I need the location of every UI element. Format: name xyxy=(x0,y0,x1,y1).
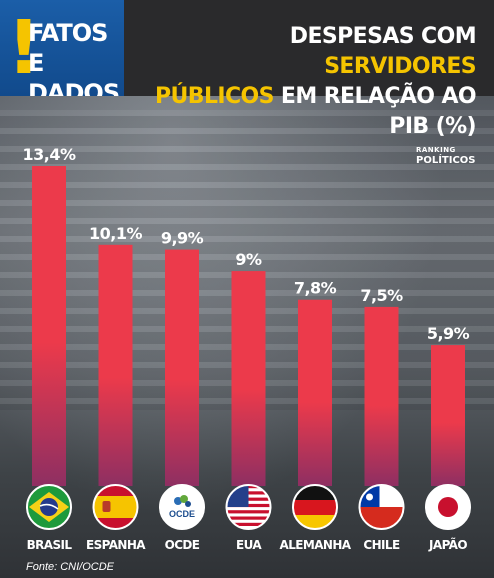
usa-flag-icon xyxy=(225,484,272,530)
category-label: OCDE xyxy=(165,538,200,552)
japan-flag-icon xyxy=(425,484,471,530)
value-label: 7,5% xyxy=(360,286,403,305)
ranking-politicos-logo: RANKING POLÍTICOS xyxy=(416,146,476,176)
spain-flag-icon xyxy=(92,484,139,530)
brand-box: ! FATOS E DADOS xyxy=(0,0,124,96)
title-highlight-1: SERVIDORES xyxy=(324,54,476,79)
source-note: Fonte: CNI/OCDE xyxy=(26,561,115,573)
germany-flag-icon xyxy=(292,484,338,530)
bar-ocde xyxy=(165,249,199,486)
bar-eua xyxy=(231,271,266,486)
brazil-flag-icon xyxy=(26,484,72,530)
category-label: EUA xyxy=(236,538,262,552)
bar-alemanha xyxy=(298,299,332,486)
category-label: ALEMANHA xyxy=(280,538,352,552)
bar-brasil xyxy=(32,166,66,486)
bar-chile xyxy=(364,306,399,486)
chile-flag-icon xyxy=(358,484,405,530)
brand-name: FATOS E DADOS xyxy=(28,19,120,107)
category-label: ESPANHA xyxy=(86,538,146,552)
value-label: 5,9% xyxy=(427,324,470,343)
title-part-2: EM RELAÇÃO AO PIB (%) xyxy=(273,84,477,139)
chart-title: DESPESAS COM SERVIDORES PÚBLICOS EM RELAÇ… xyxy=(136,22,477,142)
logo-line-1: RANKING xyxy=(416,146,456,154)
category-label: CHILE xyxy=(363,538,400,552)
category-label: BRASIL xyxy=(27,538,73,552)
value-label: 9,9% xyxy=(161,229,204,248)
bar-japão xyxy=(431,345,465,486)
value-label: 10,1% xyxy=(89,224,142,243)
value-label: 7,8% xyxy=(294,279,337,298)
header-banner: ! FATOS E DADOS DESPESAS COM SERVIDORES P… xyxy=(0,0,494,139)
title-highlight-2: PÚBLICOS xyxy=(155,84,274,109)
title-part-1: DESPESAS COM xyxy=(289,24,477,49)
logo-line-2: POLÍTICOS xyxy=(416,155,476,166)
value-label: 9% xyxy=(235,250,262,269)
bar-espanha xyxy=(98,244,133,486)
oecd-logo-flag-icon: OCDE xyxy=(159,484,205,530)
svg-text:OCDE: OCDE xyxy=(169,509,195,519)
category-label: JAPÃO xyxy=(428,537,467,552)
value-label: 13,4% xyxy=(22,145,75,164)
